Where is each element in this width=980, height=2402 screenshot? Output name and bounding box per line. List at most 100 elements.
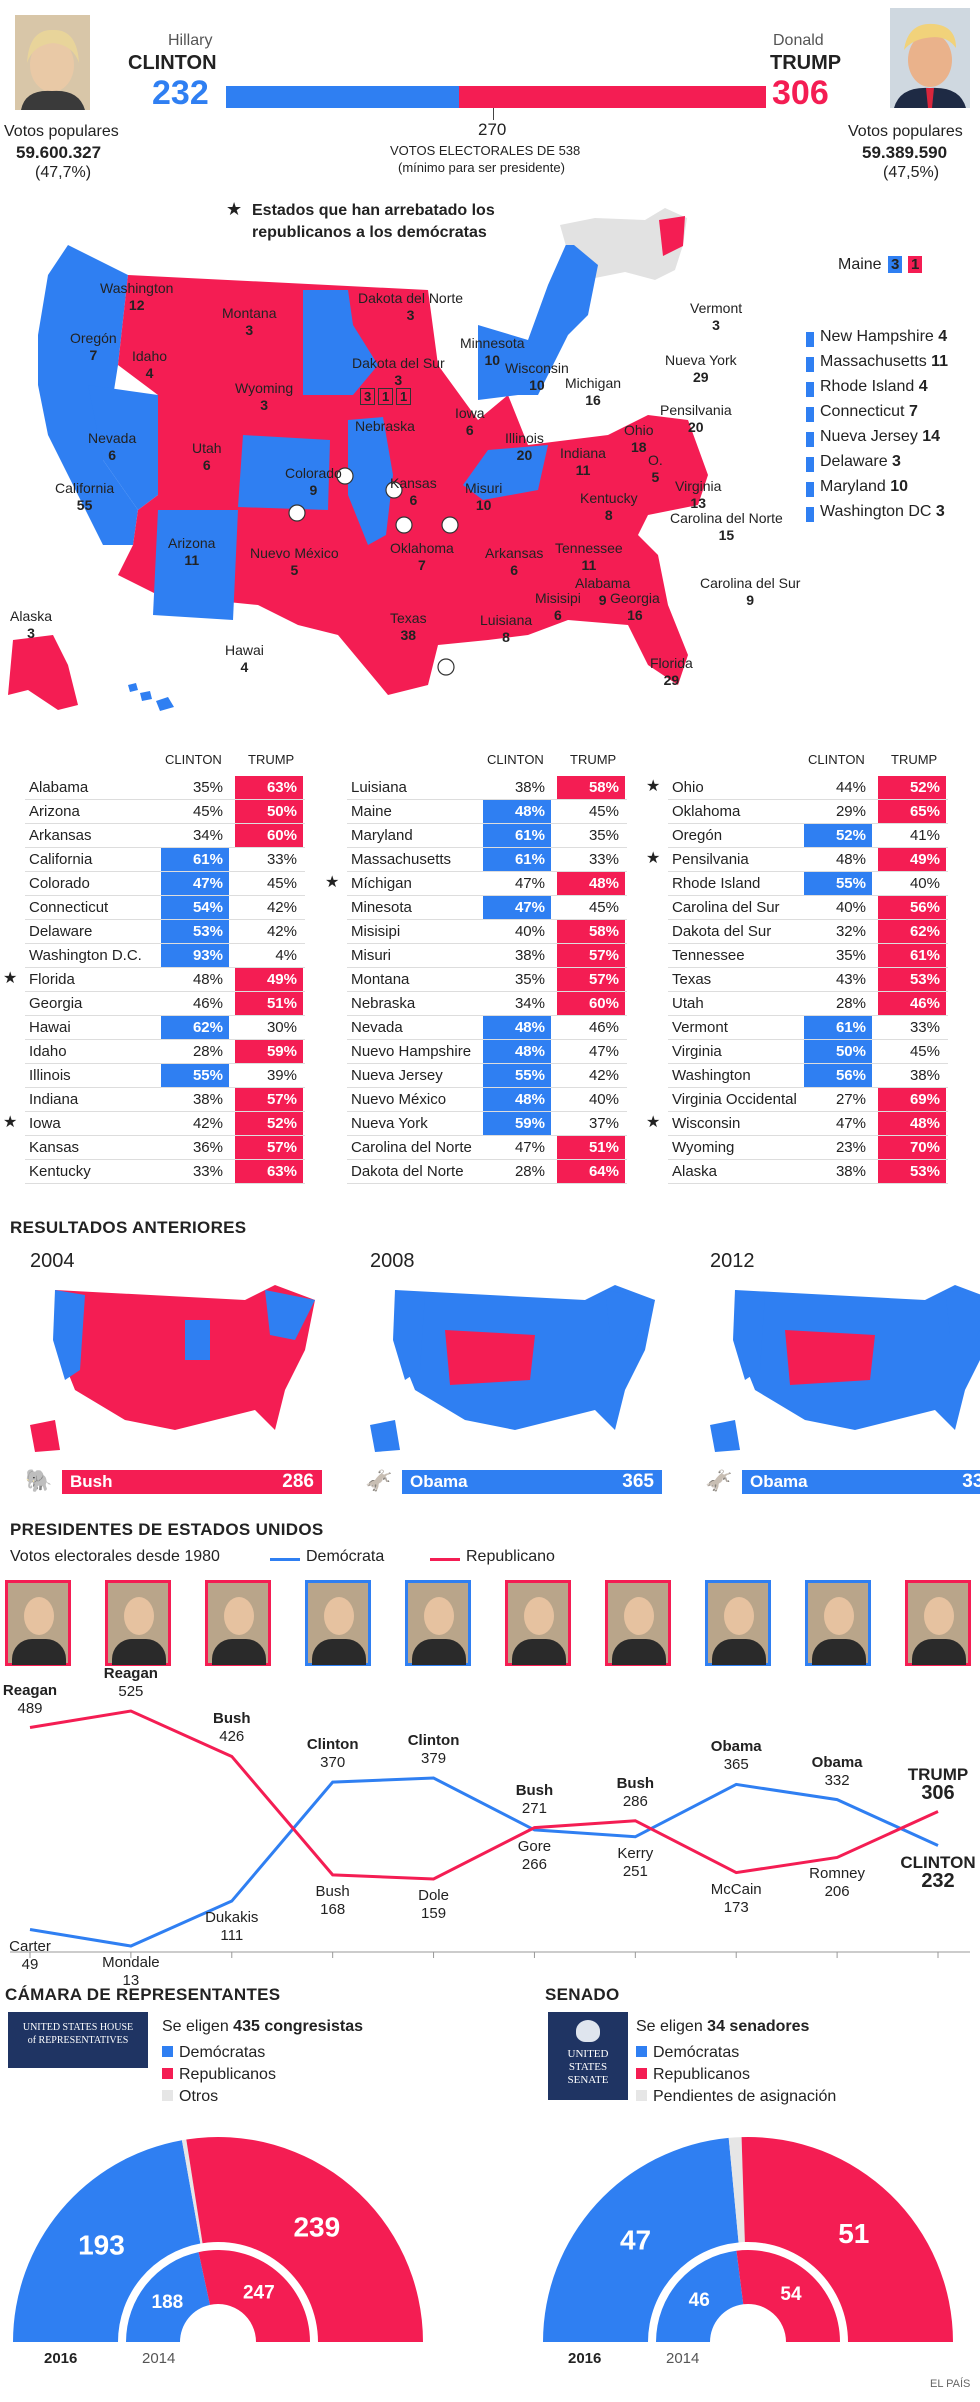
clinton-last-name: CLINTON (128, 52, 217, 74)
table-clinton-pct: 38% (835, 1163, 866, 1180)
map-label-votes: 6 (108, 447, 117, 463)
map-label-name: Oregón (70, 330, 117, 346)
president-suit-icon (912, 1639, 966, 1665)
house-elect-text: Se eligen 435 congresistas (162, 2018, 363, 2036)
chart-bottom-label: Mondale 13 (91, 1954, 171, 1990)
table-row-rule (668, 895, 948, 896)
top-label-value: 525 (118, 1683, 144, 1700)
table-clinton-pct: 59% (483, 1112, 551, 1135)
donut-inner-rep (198, 2250, 310, 2342)
president-photo (405, 1580, 471, 1666)
table-clinton-pct: 48% (192, 971, 223, 988)
presidents-line-chart: 1980198419881992199620002004200820122016 (10, 1709, 970, 1958)
legend-dem-label: Demócrata (306, 1548, 385, 1565)
prev-winner-bar: Bush 286 (62, 1470, 322, 1494)
table-trump-pct: 39% (266, 1067, 297, 1084)
table-trump-pct: 49% (878, 848, 946, 871)
map-label: California 55 (55, 480, 114, 514)
top-label-name: Bush (616, 1774, 655, 1792)
table-trump-pct: 46% (588, 1019, 619, 1036)
map-label-votes: 9 (598, 592, 607, 608)
table-clinton-pct: 47% (514, 1139, 545, 1156)
table-state-name: Dakota del Norte (351, 1163, 464, 1180)
table-state-name: Texas (672, 971, 712, 988)
table-clinton-pct: 62% (161, 1016, 229, 1039)
table-clinton-pct: 38% (514, 779, 545, 796)
east-state-item: New Hampshire 4 (820, 328, 947, 346)
donut-outer-rep (186, 2137, 423, 2342)
rep-series-line (29, 1709, 939, 1881)
president-photo (5, 1580, 71, 1666)
donut-inner-rep (736, 2250, 840, 2342)
table-trump-pct: 51% (557, 1136, 625, 1159)
east-state-swatch (806, 332, 814, 347)
house-logo-text: UNITED STATES HOUSE of REPRESENTATIVES (22, 2022, 134, 2046)
prev-map (30, 1285, 315, 1452)
table-trump-pct: 57% (235, 1088, 303, 1111)
chart-top-label: Bush 426 (192, 1710, 272, 1746)
chart-bottom-label: Dole 159 (394, 1887, 474, 1923)
table-trump-pct: 59% (235, 1040, 303, 1063)
top-label-value: 370 (320, 1754, 346, 1772)
map-label-votes: 16 (627, 607, 643, 623)
table-row-rule (347, 799, 627, 800)
bottom-label-value: 111 (220, 1927, 244, 1945)
map-label: Vermont 3 (690, 300, 742, 334)
table-state-name: Nuevo México (351, 1091, 447, 1108)
chart-top-label: Bush 286 (595, 1775, 675, 1811)
map-label-name: Luisiana (480, 612, 533, 628)
map-label-name: Alabama (575, 575, 631, 591)
senate-elect-text: Se eligen 34 senadores (636, 2018, 809, 2036)
east-state-name: Massachusetts (820, 353, 932, 370)
table-trump-pct: 58% (557, 920, 625, 943)
senate-eagle-icon (576, 2020, 600, 2042)
east-state-swatch (806, 357, 814, 372)
legend-item: Republicanos (636, 2066, 750, 2084)
legend-swatch (636, 2068, 647, 2079)
clinton-popular-label: Votos populares (4, 123, 119, 140)
previous-title: RESULTADOS ANTERIORES (10, 1218, 247, 1237)
president-photo (105, 1580, 171, 1666)
map-label-name: O. (648, 452, 663, 468)
col-header-trump: TRUMP (248, 752, 295, 767)
table-clinton-pct: 55% (161, 1064, 229, 1087)
bottom-label-name: Mondale (102, 1954, 160, 1972)
col-header-clinton: CLINTON (165, 752, 222, 767)
east-state-votes: 3 (892, 453, 901, 470)
maine-rep: 1 (908, 256, 923, 273)
map-label: Hawai 4 (225, 642, 264, 676)
map-label: Ohio 18 (624, 422, 654, 456)
table-state-name: Massachusetts (351, 851, 452, 868)
chart-top-label: Clinton 370 (293, 1736, 373, 1772)
table-trump-pct: 40% (588, 1091, 619, 1108)
house-title: CÁMARA DE REPRESENTANTES (5, 1985, 281, 2004)
chart-top-label: Obama 332 (797, 1754, 877, 1790)
table-state-name: Míchigan (351, 875, 412, 892)
table-state-name: Maine (351, 803, 392, 820)
map-label-votes: 20 (516, 447, 533, 463)
map-label-votes: 11 (575, 462, 591, 478)
table-trump-pct: 60% (557, 992, 625, 1015)
top-label-name: Clinton (407, 1732, 460, 1750)
flip-star-iowa (288, 504, 306, 522)
donut-label-rep-2014: 247 (243, 2282, 275, 2303)
table-clinton-pct: 47% (483, 896, 551, 919)
prev-map-center (185, 1320, 210, 1360)
table-clinton-pct: 28% (835, 995, 866, 1012)
table-row-rule (25, 847, 305, 848)
table-row-rule (25, 991, 305, 992)
table-row-rule (347, 1111, 627, 1112)
map-label-votes: 20 (688, 419, 704, 435)
trump-last-name: TRUMP (770, 52, 842, 74)
table-state-name: Rhode Island (672, 875, 761, 892)
map-label: Wisconsin 10 (505, 360, 569, 394)
table-trump-pct: 45% (266, 875, 297, 892)
flip-star-wisconsin (336, 467, 354, 485)
table-state-name: Georgia (29, 995, 83, 1012)
table-trump-pct: 53% (878, 1160, 946, 1183)
map-label-name: Ohio (624, 422, 654, 438)
president-photo (305, 1580, 371, 1666)
table-row-rule (347, 1063, 627, 1064)
map-label-name: Washington (100, 280, 174, 296)
senate-elect-pre: Se eligen (636, 2018, 708, 2035)
